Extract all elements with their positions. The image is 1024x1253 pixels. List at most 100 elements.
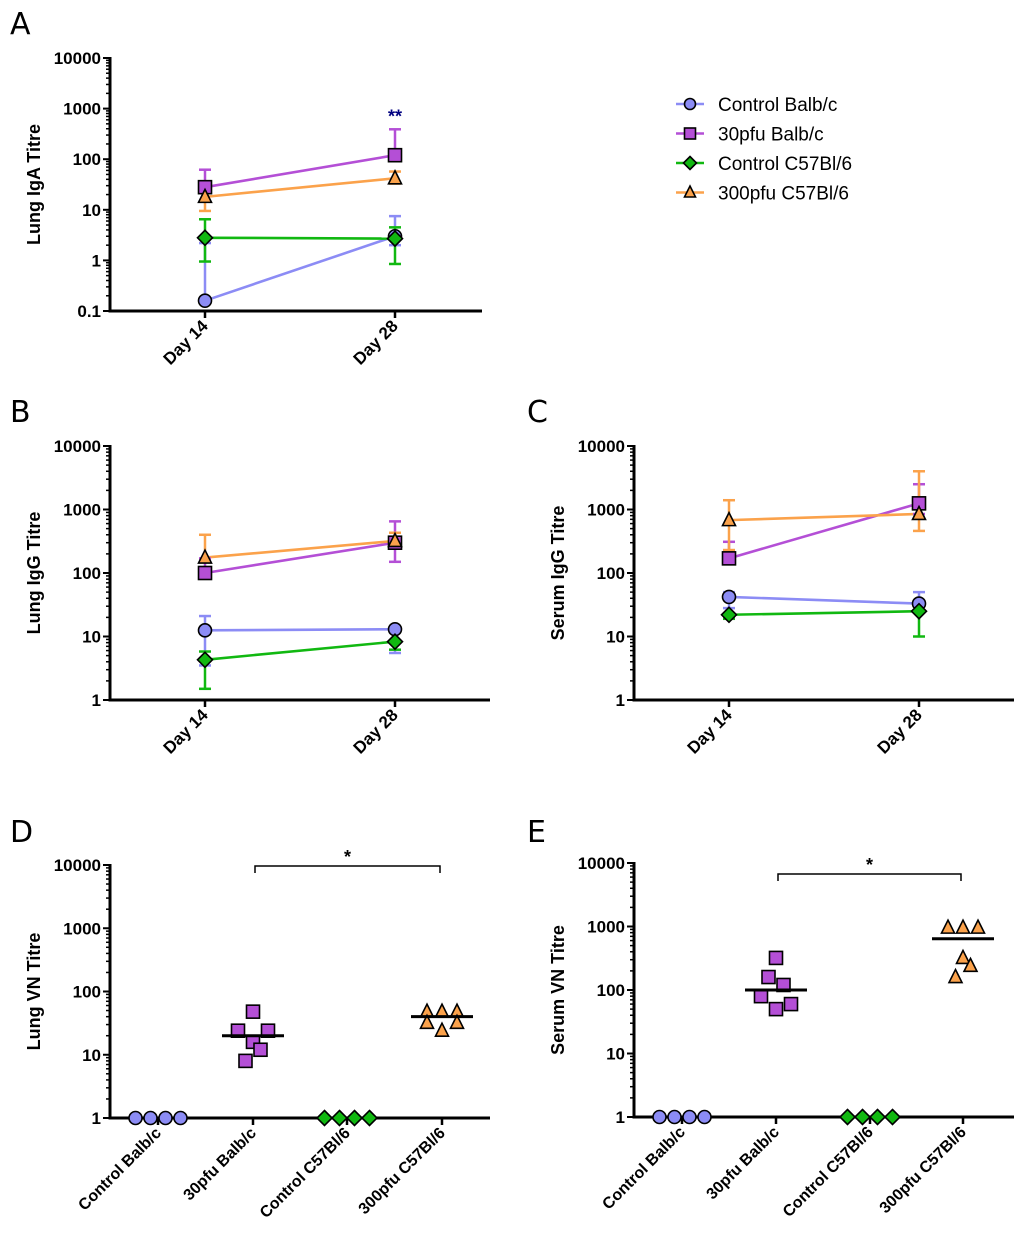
data-point	[910, 602, 928, 620]
data-point	[955, 918, 971, 934]
data-point	[721, 510, 737, 527]
y-tick-label: 100	[73, 150, 101, 169]
legend-item: Control C57Bl/6	[676, 154, 852, 175]
panel-letter: A	[10, 7, 31, 42]
x-tick-label: Day 28	[350, 316, 402, 368]
data-point	[682, 1109, 697, 1125]
y-axis-title: Lung VN Titre	[24, 933, 44, 1051]
data-point	[330, 1109, 349, 1127]
panel-e: E 10000 1000 100 10 1 Serum VN Titre Control Ba…	[527, 815, 1014, 1221]
data-point	[196, 651, 214, 669]
y-tick-label: 10000	[54, 49, 101, 68]
data-point	[143, 1110, 158, 1126]
data-point	[911, 504, 927, 521]
data-point	[197, 187, 213, 204]
data-point	[940, 918, 956, 934]
panel-letter: D	[10, 815, 33, 850]
data-point	[768, 950, 784, 966]
y-tick-label: 100	[597, 564, 625, 583]
y-tick-label: 1000	[587, 918, 625, 937]
data-point	[761, 969, 776, 985]
data-point	[197, 293, 213, 308]
panel-letter: C	[527, 395, 548, 430]
y-tick-label: 10000	[578, 854, 625, 873]
y-tick-label: 10000	[54, 437, 101, 456]
data-point	[783, 996, 799, 1012]
data-point	[449, 1013, 465, 1030]
data-point	[386, 633, 404, 651]
triangle-marker-icon	[683, 184, 697, 198]
data-point	[386, 229, 404, 248]
series-line	[204, 640, 396, 662]
data-point	[173, 1110, 188, 1126]
y-axis-title: Serum VN Titre	[548, 925, 568, 1055]
y-tick-label: 1	[92, 1109, 101, 1128]
x-tick-label: Day 14	[160, 705, 213, 758]
data-point	[753, 988, 769, 1004]
significance-bracket: *	[254, 847, 441, 873]
y-tick-label: 10	[82, 628, 101, 647]
data-point	[387, 531, 403, 548]
data-point	[697, 1109, 712, 1125]
data-point	[315, 1109, 334, 1127]
significance-bracket: *	[777, 855, 962, 881]
data-point	[652, 1109, 667, 1125]
x-tick-label: Control C57Bl/6	[257, 1125, 354, 1222]
y-tick-label: 1	[92, 691, 101, 710]
y-tick-label: 1	[92, 251, 101, 270]
series-line	[728, 512, 920, 522]
y-tick-label: 1000	[63, 100, 101, 119]
data-point	[768, 1001, 784, 1017]
data-point	[962, 956, 979, 973]
legend-label: 30pfu Balb/c	[718, 125, 824, 146]
data-point	[387, 168, 403, 185]
x-tick-label: 300pfu C57Bl/6	[877, 1124, 970, 1217]
data-point	[245, 1004, 261, 1019]
y-axis-title: Lung IgG Titre	[24, 512, 44, 635]
y-tick-label: 10	[82, 201, 101, 220]
y-axis-title: Serum IgG Titre	[548, 506, 568, 641]
series-lines	[204, 153, 396, 302]
x-tick-label: Day 28	[874, 705, 926, 757]
y-tick-label: 0.1	[77, 302, 101, 321]
data-point	[197, 623, 213, 638]
series-line	[204, 539, 396, 559]
panel-letter: E	[527, 815, 546, 850]
data-point	[853, 1108, 872, 1126]
data-point	[360, 1109, 379, 1127]
data-point	[345, 1109, 364, 1127]
data-markers	[128, 1002, 465, 1127]
y-axis-title: Lung IgA Titre	[24, 124, 44, 245]
x-tick-label: Control C57Bl/6	[780, 1124, 877, 1221]
bracket-line	[777, 873, 962, 881]
y-tick-label: 1	[616, 691, 625, 710]
data-point	[387, 147, 403, 163]
x-tick-label: Day 28	[350, 705, 402, 757]
data-markers	[720, 496, 928, 624]
x-tick-label: 30pfu Balb/c	[704, 1124, 783, 1203]
data-markers	[652, 918, 986, 1126]
y-tick-label: 1	[616, 1108, 625, 1127]
legend-item: 30pfu Balb/c	[676, 125, 824, 146]
data-point	[868, 1108, 887, 1126]
data-point	[947, 967, 964, 984]
data-point	[883, 1108, 902, 1126]
series-line	[204, 153, 396, 189]
x-tick-label: Control Balb/c	[75, 1125, 164, 1214]
data-point	[196, 229, 214, 247]
legend-item: 300pfu C57Bl/6	[676, 184, 849, 205]
series-line	[204, 541, 396, 575]
data-point	[720, 606, 738, 624]
legend-label: Control C57Bl/6	[718, 154, 852, 175]
data-point	[838, 1108, 857, 1126]
data-point	[419, 1013, 435, 1030]
significance-marker: *	[866, 855, 873, 875]
panel-c: C 10000 1000 100 10 1 Serum IgG Titre Day 14 Day…	[527, 395, 1014, 758]
legend: Control Balb/c 30pfu Balb/c Control C57Bl/…	[676, 95, 852, 205]
panel-b: B 10000 1000 100 10 1 Lung IgG Titre Day 14 Day …	[10, 395, 490, 758]
y-tick-label: 100	[73, 983, 101, 1002]
series-line	[204, 235, 396, 302]
panel-d: D 10000 1000 100 10 1 Lung VN Titre Control Bal…	[10, 815, 490, 1222]
series-lines	[728, 502, 920, 617]
